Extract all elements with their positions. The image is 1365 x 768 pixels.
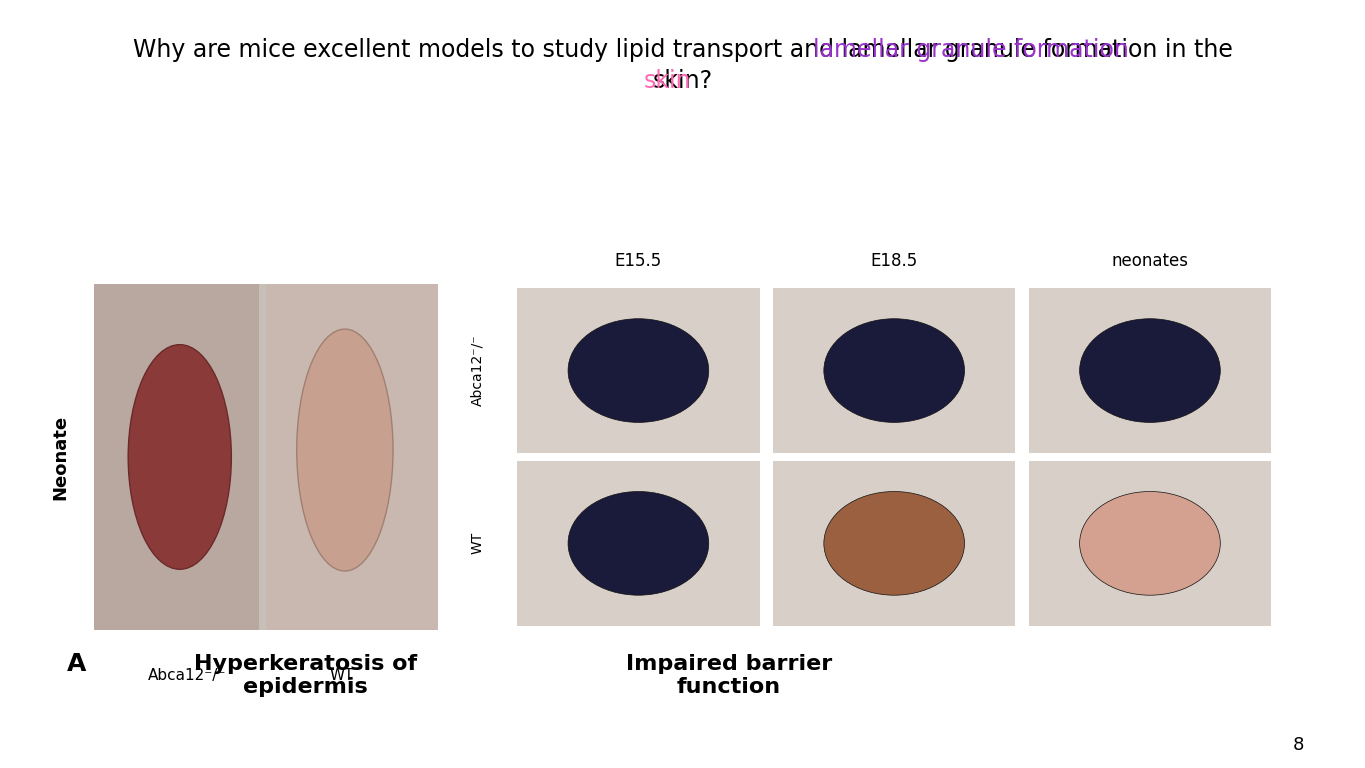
Ellipse shape [1080,492,1220,595]
Text: Why are mice excellent models to study lipid transport and lamellar granule form: Why are mice excellent models to study l… [132,38,1233,62]
FancyBboxPatch shape [773,288,1016,453]
Text: skin?: skin? [652,68,713,93]
Text: Abca12⁻/⁻: Abca12⁻/⁻ [147,668,225,684]
FancyBboxPatch shape [773,461,1016,626]
FancyBboxPatch shape [266,284,438,630]
Ellipse shape [296,329,393,571]
Ellipse shape [824,319,965,422]
Text: Neonate: Neonate [52,415,70,499]
Ellipse shape [128,345,231,569]
Text: 8: 8 [1293,736,1305,754]
FancyBboxPatch shape [1029,461,1271,626]
Ellipse shape [824,492,965,595]
Text: Impaired barrier
function: Impaired barrier function [625,654,831,697]
Text: WT: WT [329,668,354,684]
Text: E15.5: E15.5 [614,252,662,270]
Text: E18.5: E18.5 [871,252,917,270]
Text: lamellar granule formation: lamellar granule formation [814,38,1129,62]
FancyBboxPatch shape [1029,288,1271,453]
FancyBboxPatch shape [517,288,760,453]
Text: Hyperkeratosis of
epidermis: Hyperkeratosis of epidermis [194,654,418,697]
FancyBboxPatch shape [517,461,760,626]
Ellipse shape [1080,319,1220,422]
Ellipse shape [568,319,708,422]
FancyBboxPatch shape [94,284,438,630]
Text: Abca12⁻/⁻: Abca12⁻/⁻ [470,335,485,406]
Text: A: A [67,652,87,677]
Text: skin: skin [644,68,692,93]
Text: WT: WT [470,532,485,554]
Text: neonates: neonates [1111,252,1189,270]
FancyBboxPatch shape [94,284,259,630]
Ellipse shape [568,492,708,595]
